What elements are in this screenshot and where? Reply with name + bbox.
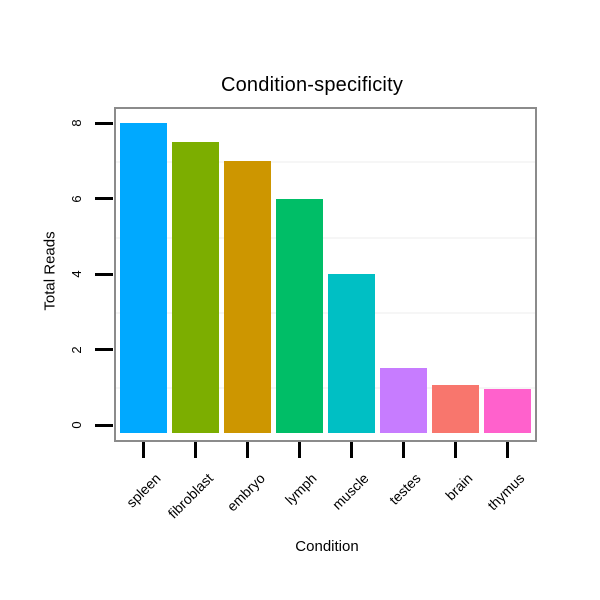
x-axis-tick (402, 442, 405, 458)
x-axis-tick (194, 442, 197, 458)
x-tick-label-embryo: embryo (223, 470, 268, 515)
bar-testes (380, 368, 427, 433)
x-axis-tick (506, 442, 509, 458)
bar-muscle (328, 274, 375, 433)
y-axis-tick (95, 423, 113, 427)
y-axis-tick (95, 272, 113, 276)
y-tick-label: 2 (69, 345, 84, 354)
x-axis-title: Condition (295, 538, 359, 555)
x-tick-label-testes: testes (386, 470, 424, 508)
x-axis-tick (142, 442, 145, 458)
x-axis-tick (350, 442, 353, 458)
bar-fibroblast (172, 142, 219, 433)
y-tick-label: 0 (69, 421, 84, 429)
y-tick-label: 8 (69, 119, 84, 128)
minor-gridline (116, 236, 535, 239)
x-tick-label-muscle: muscle (329, 470, 372, 513)
x-tick-label-lymph: lymph (282, 470, 320, 508)
x-tick-label-fibroblast: fibroblast (164, 470, 216, 522)
bar-spleen (120, 123, 167, 433)
bar-thymus (484, 389, 531, 433)
minor-gridline (116, 387, 535, 390)
x-axis-tick (454, 442, 457, 458)
minor-gridline (116, 311, 535, 314)
x-axis-tick (298, 442, 301, 458)
plot-panel (114, 107, 537, 442)
bar-brain (432, 385, 479, 433)
y-axis-tick (95, 121, 113, 125)
bar-lymph (276, 198, 323, 433)
y-axis-tick (95, 348, 113, 352)
y-tick-label: 4 (69, 270, 84, 278)
chart-title: Condition-specificity (220, 74, 404, 96)
x-tick-label-spleen: spleen (123, 470, 164, 511)
bar-embryo (224, 161, 271, 433)
y-axis-tick (95, 197, 113, 201)
x-tick-label-brain: brain (442, 470, 476, 504)
x-tick-label-thymus: thymus (484, 470, 528, 514)
y-tick-label: 6 (69, 195, 84, 203)
minor-gridline (116, 161, 535, 164)
x-axis-tick (246, 442, 249, 458)
y-axis-title: Total Reads (41, 231, 59, 311)
